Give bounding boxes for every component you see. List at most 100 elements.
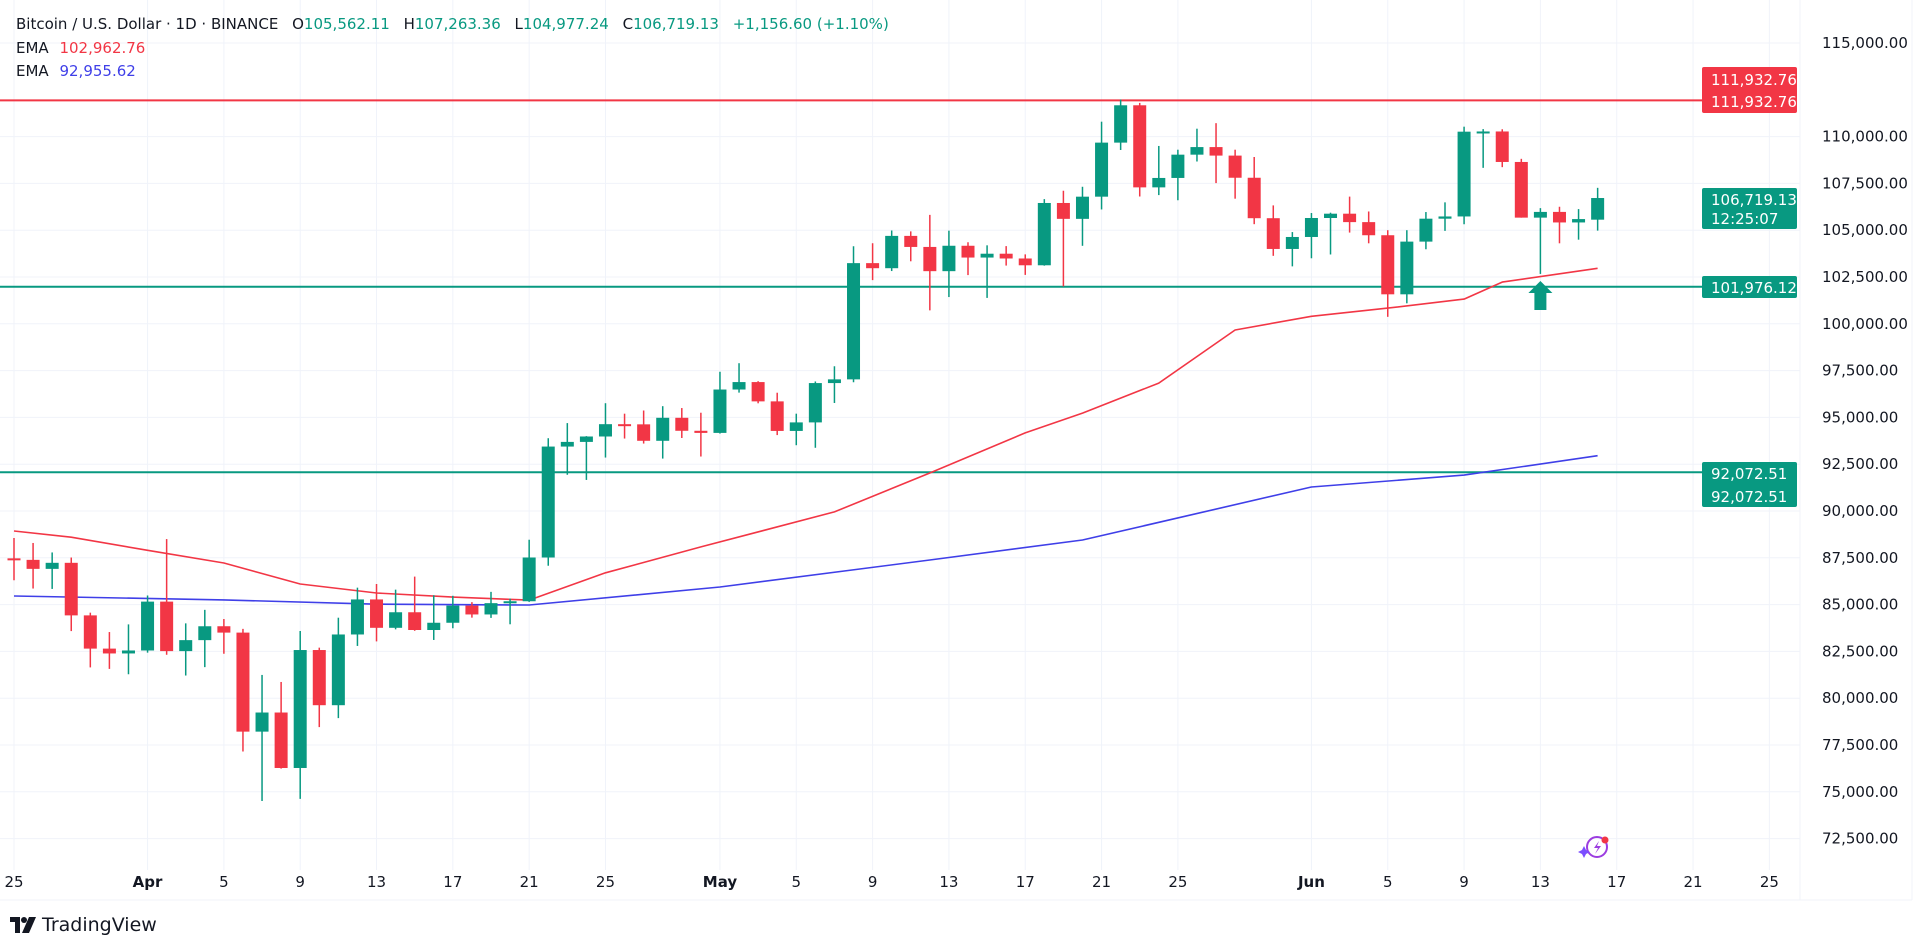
candle-body-down bbox=[923, 246, 937, 272]
lightning-sparkle-icon[interactable] bbox=[1578, 836, 1609, 859]
candle-body-up bbox=[389, 612, 403, 628]
candle-body-down bbox=[866, 263, 880, 269]
candle-body-up bbox=[141, 601, 155, 651]
candle-body-down bbox=[217, 626, 231, 633]
tradingview-logo[interactable]: TradingView bbox=[10, 914, 157, 936]
price-tick-label: 92,500.00 bbox=[1822, 455, 1898, 473]
candle-body-up bbox=[45, 562, 59, 569]
candle-body-down bbox=[675, 417, 689, 431]
price-tick-label: 82,500.00 bbox=[1822, 642, 1898, 660]
symbol-title[interactable]: Bitcoin / U.S. Dollar · 1D · BINANCE bbox=[16, 15, 279, 33]
date-tick-label: 5 bbox=[219, 873, 229, 891]
candle-body-down bbox=[465, 605, 479, 615]
candle-body-down bbox=[160, 601, 174, 652]
tradingview-logo-icon bbox=[10, 917, 36, 933]
support-2-tag bbox=[1702, 462, 1797, 507]
price-tick-label: 80,000.00 bbox=[1822, 689, 1898, 707]
candle-body-up bbox=[1037, 202, 1051, 266]
candle-body-up bbox=[1114, 105, 1128, 143]
candles bbox=[7, 99, 1605, 802]
candle-body-down bbox=[770, 401, 784, 431]
symbol-legend: Bitcoin / U.S. Dollar · 1D · BINANCE O10… bbox=[16, 14, 889, 34]
time-axis[interactable]: 25 Apr 5 9 13 17 21 25 May 5 9 13 17 21 25 Jun 5 9 13 17 21 2… bbox=[4, 873, 1778, 891]
candle-body-up bbox=[1533, 211, 1547, 218]
date-tick-label: 13 bbox=[939, 873, 958, 891]
date-tick-label: 21 bbox=[520, 873, 539, 891]
ema-lines bbox=[13, 267, 1598, 606]
ema-legend-2[interactable]: EMA 92,955.62 bbox=[16, 61, 136, 81]
high-label: H bbox=[403, 15, 415, 33]
arrow-up-shape bbox=[1528, 281, 1553, 310]
candle-body-up bbox=[1419, 218, 1433, 242]
candle-body-down bbox=[1018, 258, 1032, 266]
bar-countdown: 12:25:07 bbox=[1711, 210, 1778, 228]
candle-body-down bbox=[1209, 147, 1223, 156]
date-tick-label: 5 bbox=[792, 873, 802, 891]
candle-body-up bbox=[427, 622, 441, 631]
price-tick-label: 87,500.00 bbox=[1822, 549, 1898, 567]
candle-body-up bbox=[1457, 131, 1471, 217]
candle-body-up bbox=[656, 417, 670, 441]
open-label: O bbox=[292, 15, 304, 33]
price-axis[interactable]: 72,500.00 75,000.00 77,500.00 80,000.00 82,5… bbox=[1822, 34, 1908, 848]
ema-line-1 bbox=[13, 267, 1598, 601]
ema-value: 92,955.62 bbox=[59, 62, 136, 80]
last-price: 106,719.13 bbox=[1711, 191, 1797, 209]
candle-body-up bbox=[1171, 154, 1185, 178]
date-tick-label: 9 bbox=[295, 873, 305, 891]
candle-body-up bbox=[179, 640, 193, 652]
candle-body-down bbox=[236, 632, 250, 732]
date-tick-label: 13 bbox=[1531, 873, 1550, 891]
support-1-value: 101,976.12 bbox=[1711, 279, 1797, 297]
date-tick-label: 25 bbox=[1760, 873, 1779, 891]
date-tick-label: 13 bbox=[367, 873, 386, 891]
low-value: 104,977.24 bbox=[522, 15, 609, 33]
last-price-tag bbox=[1702, 188, 1797, 229]
ema-label: EMA bbox=[16, 62, 49, 80]
candle-body-up bbox=[808, 383, 822, 423]
candle-body-up bbox=[1152, 177, 1166, 188]
candle-body-up bbox=[541, 446, 555, 558]
candle-body-up bbox=[293, 650, 307, 768]
price-tick-label: 75,000.00 bbox=[1822, 783, 1898, 801]
date-tick-label: 17 bbox=[1607, 873, 1626, 891]
support-2-top: 92,072.51 bbox=[1711, 465, 1787, 483]
price-tick-label: 72,500.00 bbox=[1822, 830, 1898, 848]
low-label: L bbox=[514, 15, 523, 33]
candle-body-down bbox=[7, 558, 21, 561]
price-tick-label: 100,000.00 bbox=[1822, 315, 1908, 333]
price-tick-label: 77,500.00 bbox=[1822, 736, 1898, 754]
date-tick-label: Jun bbox=[1297, 873, 1325, 891]
candle-body-down bbox=[370, 599, 384, 628]
candle-body-up bbox=[198, 626, 212, 641]
candle-body-down bbox=[1343, 213, 1357, 223]
candle-body-up bbox=[885, 235, 899, 269]
candle-body-down bbox=[1266, 218, 1280, 249]
candle-body-down bbox=[1495, 131, 1509, 162]
ema-legend-1[interactable]: EMA 102,962.76 bbox=[16, 38, 145, 58]
candle-body-down bbox=[83, 615, 97, 649]
price-tick-label: 102,500.00 bbox=[1822, 268, 1908, 286]
open-value: 105,562.11 bbox=[303, 15, 390, 33]
candle-body-down bbox=[999, 253, 1013, 259]
candle-body-up bbox=[503, 601, 517, 604]
date-tick-label: 5 bbox=[1383, 873, 1393, 891]
candle-body-up bbox=[789, 422, 803, 431]
candle-body-down bbox=[904, 235, 918, 247]
candle-body-down bbox=[1056, 202, 1070, 219]
candle-body-down bbox=[64, 562, 78, 616]
candle-body-down bbox=[1381, 235, 1395, 295]
candle-body-down bbox=[1247, 177, 1261, 219]
close-value: 106,719.13 bbox=[633, 15, 719, 33]
candle-body-up bbox=[1075, 196, 1089, 219]
ema-label: EMA bbox=[16, 39, 49, 57]
date-tick-label: 21 bbox=[1683, 873, 1702, 891]
date-tick-label: 25 bbox=[596, 873, 615, 891]
candle-body-down bbox=[751, 382, 765, 402]
candle-body-down bbox=[1514, 161, 1528, 218]
candle-body-up bbox=[1304, 217, 1318, 237]
resistance-tag-bottom: 111,932.76 bbox=[1711, 93, 1797, 111]
date-tick-label: 17 bbox=[1016, 873, 1035, 891]
candle-body-down bbox=[274, 712, 288, 768]
